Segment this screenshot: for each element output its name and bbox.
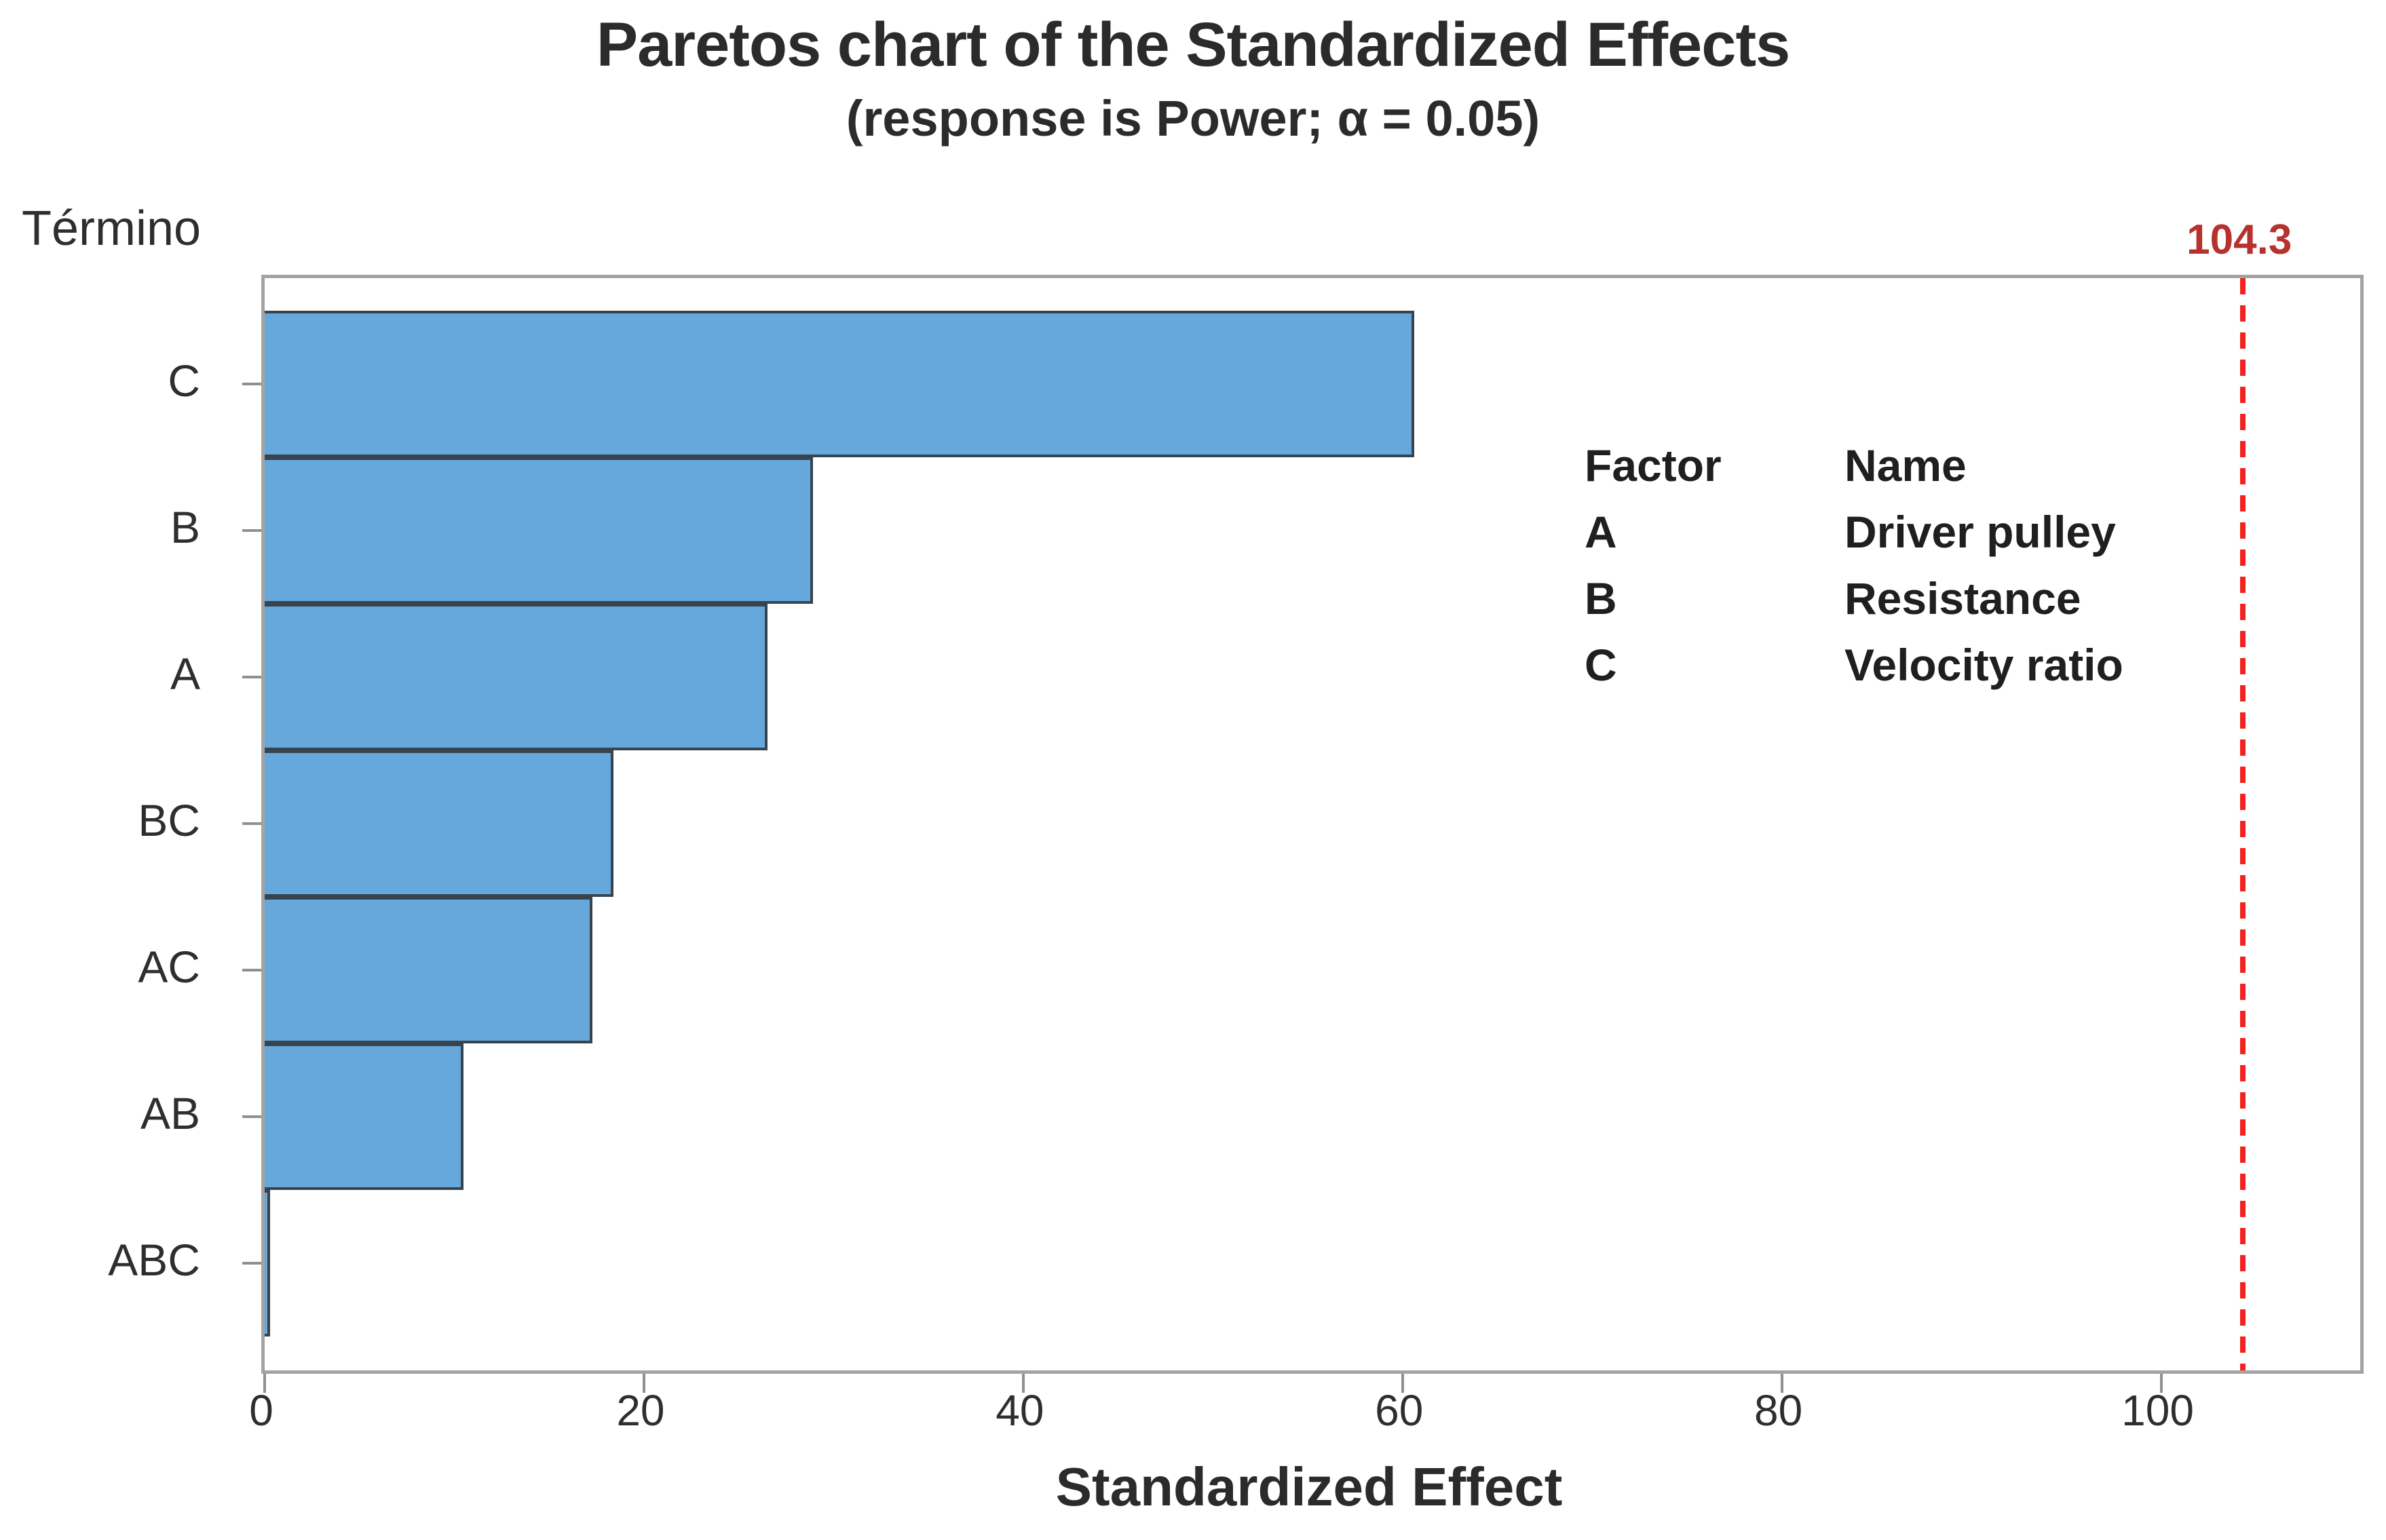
x-tick-40	[1021, 1374, 1025, 1393]
bar-C	[265, 311, 1414, 457]
category-label-BC: BC	[138, 795, 200, 845]
x-tick-20	[642, 1374, 645, 1393]
x-axis-title: Standardized Effect	[1055, 1457, 1563, 1517]
x-tick-label-0: 0	[249, 1386, 273, 1435]
bar-ABC	[265, 1190, 271, 1336]
bar-AB	[265, 1043, 464, 1190]
x-tick-0	[263, 1374, 266, 1393]
legend-factor-header: Factor	[1585, 440, 1722, 490]
y-axis-title: Término	[22, 201, 202, 256]
legend-name-A: Driver pulley	[1844, 507, 2116, 557]
x-tick-label-100: 100	[2121, 1386, 2194, 1435]
x-tick-60	[1401, 1374, 1404, 1393]
category-label-A: A	[170, 649, 200, 699]
chart-subtitle: (response is Power; α = 0.05)	[846, 90, 1540, 147]
significance-reference-line	[2239, 278, 2246, 1370]
y-tick-AC	[242, 969, 261, 971]
x-tick-label-20: 20	[616, 1386, 665, 1435]
legend-name-C: Velocity ratio	[1844, 640, 2123, 690]
legend-factor-A: A	[1585, 507, 1617, 557]
bar-A	[265, 604, 768, 750]
y-tick-C	[242, 383, 261, 385]
legend-name-header: Name	[1844, 440, 1967, 490]
x-tick-label-40: 40	[996, 1386, 1044, 1435]
y-tick-BC	[242, 822, 261, 825]
bar-AC	[265, 897, 593, 1043]
y-tick-ABC	[242, 1262, 261, 1265]
chart-title: Paretos chart of the Standardized Effect…	[596, 10, 1791, 79]
x-tick-80	[1780, 1374, 1783, 1393]
bar-B	[265, 457, 813, 604]
category-label-ABC: ABC	[108, 1235, 200, 1285]
bar-BC	[265, 750, 614, 897]
legend-factor-B: B	[1585, 573, 1617, 623]
x-tick-label-60: 60	[1375, 1386, 1424, 1435]
category-label-AB: AB	[140, 1088, 200, 1138]
y-tick-A	[242, 676, 261, 678]
x-tick-100	[2159, 1374, 2163, 1393]
y-tick-AB	[242, 1115, 261, 1118]
x-tick-label-80: 80	[1754, 1386, 1803, 1435]
reference-line-label: 104.3	[2186, 216, 2292, 263]
legend-factor-C: C	[1585, 640, 1617, 690]
plot-area	[242, 275, 2364, 1393]
legend-name-B: Resistance	[1844, 573, 2081, 623]
category-label-AC: AC	[138, 942, 200, 992]
y-tick-B	[242, 529, 261, 532]
category-label-B: B	[170, 502, 200, 552]
category-label-C: C	[168, 355, 200, 406]
